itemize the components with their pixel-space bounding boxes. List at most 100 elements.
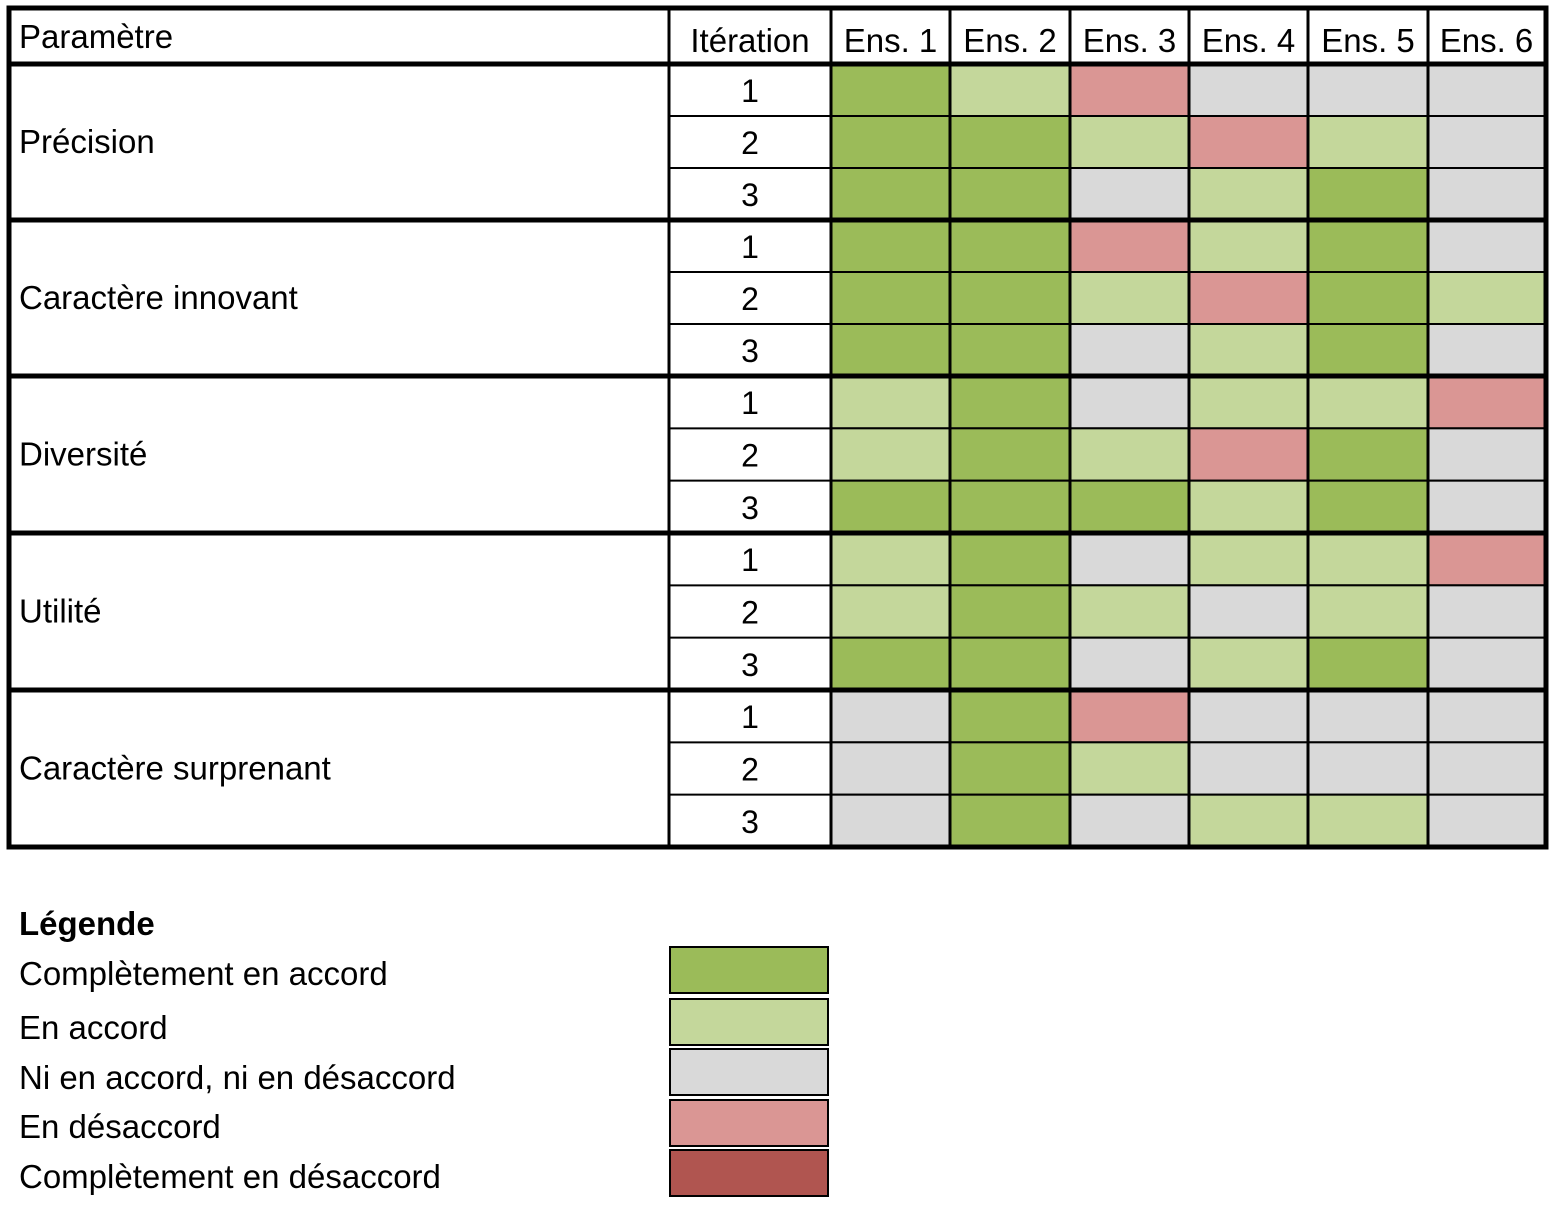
iteration-label: 1	[741, 73, 759, 109]
header-column-label: Ens. 4	[1202, 22, 1296, 59]
heatmap-cell	[1069, 63, 1190, 117]
heatmap-cell	[1427, 793, 1546, 849]
header-column-label: Ens. 5	[1321, 22, 1415, 59]
heatmap-cell	[830, 689, 951, 744]
heatmap-cell	[1427, 375, 1546, 430]
heatmap-cell	[949, 63, 1071, 117]
heatmap-cell	[1307, 427, 1429, 482]
header-column-label: Ens. 3	[1083, 22, 1177, 59]
heatmap-cell	[1307, 167, 1429, 221]
legend-swatch-agree	[669, 998, 829, 1046]
heatmap-cell	[1427, 427, 1546, 482]
heatmap-cell	[1307, 375, 1429, 430]
header-parameter: Paramètre	[19, 18, 173, 55]
heatmap-cell	[1307, 532, 1429, 587]
heatmap-cell	[830, 584, 951, 639]
heatmap-cell	[1307, 689, 1429, 744]
heatmap-cell	[1188, 63, 1309, 117]
heatmap-cell	[1427, 479, 1546, 534]
iteration-label: 1	[741, 542, 759, 578]
parameter-label: Diversité	[19, 436, 147, 473]
iteration-label: 2	[741, 752, 759, 788]
heatmap-cell	[830, 323, 951, 377]
heatmap-cell	[1188, 793, 1309, 849]
heatmap-cell	[830, 532, 951, 587]
heatmap-cell	[1069, 167, 1190, 221]
parameter-label: Utilité	[19, 593, 102, 630]
legend-label-disagree: En désaccord	[19, 1108, 221, 1145]
heatmap-cell	[1188, 375, 1309, 430]
heatmap-cell	[1307, 584, 1429, 639]
heatmap-cell	[1188, 219, 1309, 273]
heatmap-cell	[1188, 741, 1309, 796]
heatmap-cell	[1427, 115, 1546, 169]
heatmap-cell	[830, 115, 951, 169]
heatmap-cell	[949, 375, 1071, 430]
heatmap-cell	[830, 427, 951, 482]
heatmap-cell	[1307, 323, 1429, 377]
heatmap-cell	[1427, 689, 1546, 744]
heatmap-cell	[949, 271, 1071, 325]
header-iteration: Itération	[690, 22, 809, 59]
parameter-label: Précision	[19, 123, 155, 160]
legend-swatch-disagree	[669, 1099, 829, 1147]
iteration-label: 3	[741, 177, 759, 213]
iteration-label: 2	[741, 125, 759, 161]
heatmap-cell	[1307, 63, 1429, 117]
iteration-label: 2	[741, 438, 759, 474]
heatmap-cell	[949, 741, 1071, 796]
heatmap-cell	[1069, 427, 1190, 482]
heatmap-cell	[830, 741, 951, 796]
legend-label-completely-agree: Complètement en accord	[19, 955, 388, 992]
heatmap-cell	[949, 636, 1071, 692]
heatmap-cell	[1307, 115, 1429, 169]
heatmap-cell	[1069, 741, 1190, 796]
heatmap-cell	[1427, 63, 1546, 117]
heatmap-cell	[1188, 271, 1309, 325]
heatmap-cell	[1307, 741, 1429, 796]
iteration-label: 2	[741, 281, 759, 317]
heatmap-cell	[1427, 167, 1546, 221]
table-border	[6, 5, 1549, 850]
iteration-label: 1	[741, 385, 759, 421]
header-column-label: Ens. 6	[1440, 22, 1534, 59]
iteration-label: 3	[741, 333, 759, 369]
heatmap-cell	[1069, 584, 1190, 639]
heatmap-cell	[830, 167, 951, 221]
heatmap-cell	[1188, 167, 1309, 221]
header-column-label: Ens. 1	[844, 22, 938, 59]
heatmap-cell	[949, 689, 1071, 744]
heatmap-cell	[1188, 479, 1309, 534]
legend-swatch-completely-disagree	[669, 1149, 829, 1197]
heatmap-cell	[1427, 323, 1546, 377]
heatmap-cell	[1427, 532, 1546, 587]
heatmap-cell	[949, 427, 1071, 482]
heatmap-cell	[1188, 689, 1309, 744]
legend-title: Légende	[19, 905, 155, 942]
parameter-label: Caractère innovant	[19, 279, 298, 316]
heatmap-cell	[949, 532, 1071, 587]
iteration-label: 3	[741, 804, 759, 840]
agreement-heatmap-table: 1 2 3 Précision 1 2 3 Caractère innovant 1 2 3 Dive…	[6, 5, 1549, 850]
heatmap-cell	[830, 793, 951, 849]
heatmap-cell	[1188, 115, 1309, 169]
legend-swatch-completely-agree	[669, 946, 829, 994]
heatmap-cell	[1069, 115, 1190, 169]
heatmap-cell	[830, 479, 951, 534]
heatmap-cell	[1427, 219, 1546, 273]
heatmap-cell	[949, 793, 1071, 849]
heatmap-cell	[1307, 479, 1429, 534]
heatmap-cell	[1188, 427, 1309, 482]
heatmap-cell	[1188, 532, 1309, 587]
heatmap-cell	[1307, 271, 1429, 325]
heatmap-cell	[1069, 271, 1190, 325]
heatmap-cell	[830, 636, 951, 692]
header-column-label: Ens. 2	[963, 22, 1057, 59]
heatmap-cell	[949, 323, 1071, 377]
heatmap-cell	[949, 115, 1071, 169]
heatmap-cell	[1069, 479, 1190, 534]
heatmap-cell	[1069, 532, 1190, 587]
iteration-label: 1	[741, 229, 759, 265]
legend-swatch-neutral	[669, 1048, 829, 1096]
heatmap-cell	[949, 479, 1071, 534]
